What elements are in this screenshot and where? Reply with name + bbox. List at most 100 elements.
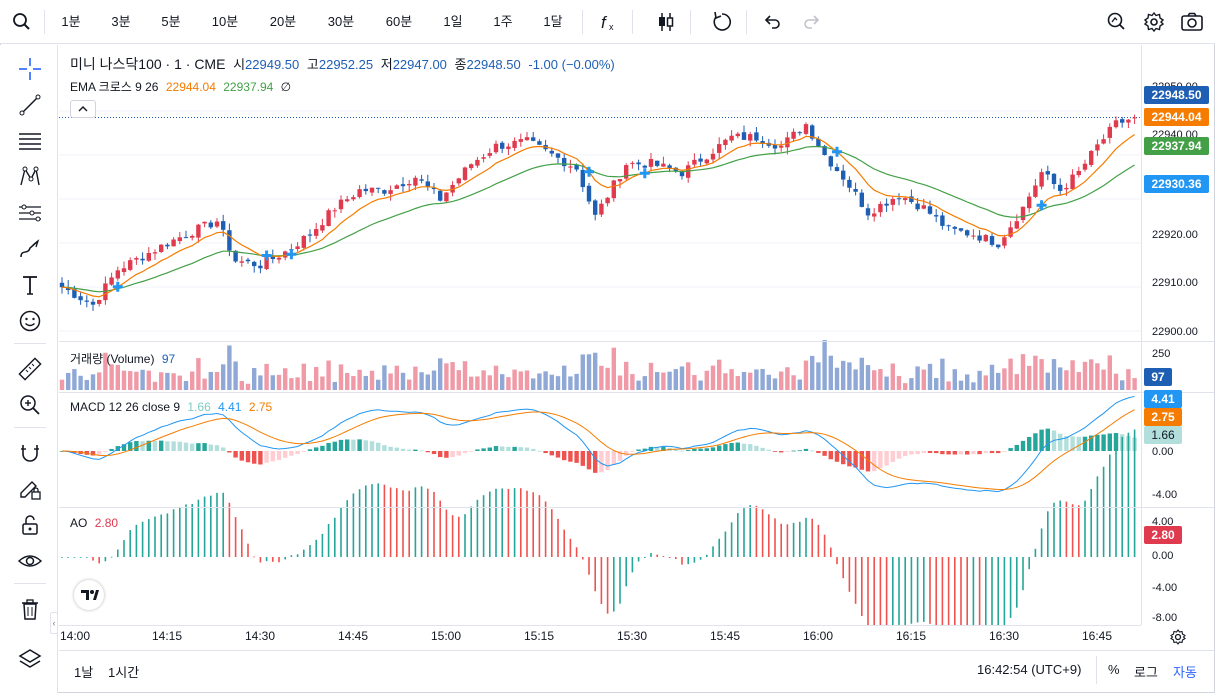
crosshair-icon[interactable] bbox=[16, 55, 44, 83]
ao-bar bbox=[402, 490, 404, 557]
interval-5m[interactable]: 5분 bbox=[161, 14, 181, 29]
macd-histogram-bar bbox=[227, 451, 232, 453]
ao-bar bbox=[371, 484, 373, 557]
interval-30m[interactable]: 30분 bbox=[327, 14, 355, 29]
text-icon[interactable] bbox=[16, 271, 44, 299]
tradingview-logo[interactable] bbox=[74, 580, 104, 610]
draw-lock-icon[interactable] bbox=[16, 475, 44, 503]
pattern-icon[interactable] bbox=[16, 163, 44, 191]
macd-histogram-bar bbox=[128, 442, 133, 451]
macd-histogram-bar bbox=[1020, 440, 1026, 451]
candle-body bbox=[958, 228, 964, 231]
range-1h[interactable]: 1시간 bbox=[108, 665, 140, 680]
volume-legend[interactable]: 거래량 (Volume) 97 bbox=[70, 350, 179, 367]
volume-bar bbox=[72, 369, 77, 390]
search-icon[interactable] bbox=[8, 8, 36, 36]
magnet-icon[interactable] bbox=[16, 439, 44, 467]
candle-body bbox=[301, 235, 306, 248]
interval-20m[interactable]: 20분 bbox=[269, 14, 297, 29]
volume-bar bbox=[748, 372, 753, 390]
candle-body bbox=[580, 169, 585, 188]
trend-line-icon[interactable] bbox=[16, 91, 44, 119]
zoom-in-icon[interactable] bbox=[16, 391, 44, 419]
ao-legend[interactable]: AO 2.80 bbox=[70, 516, 122, 530]
macd-histogram-bar bbox=[97, 451, 102, 455]
candle-body bbox=[847, 179, 852, 188]
ruler-icon[interactable] bbox=[16, 355, 44, 383]
interval-1w[interactable]: 1주 bbox=[493, 14, 513, 29]
interval-1m[interactable]: 1분 bbox=[61, 14, 81, 29]
candle-body bbox=[1002, 237, 1007, 246]
chart-canvas[interactable] bbox=[59, 45, 1141, 647]
volume-bar bbox=[363, 375, 368, 390]
volume-bar bbox=[97, 372, 102, 390]
ao-bar bbox=[433, 491, 435, 557]
emoji-icon[interactable] bbox=[16, 307, 44, 335]
candle-body bbox=[382, 190, 387, 194]
toolbar-collapse-handle[interactable]: ‹ bbox=[50, 612, 58, 634]
ao-bar bbox=[1028, 557, 1030, 570]
macd-histogram-bar bbox=[1008, 448, 1013, 451]
auto-toggle[interactable]: 자동 bbox=[1173, 665, 1197, 680]
clock[interactable]: 16:42:54 (UTC+9) bbox=[977, 662, 1082, 677]
percent-toggle[interactable]: % bbox=[1108, 662, 1120, 677]
macd-histogram-bar bbox=[221, 447, 226, 451]
interval-3m[interactable]: 3분 bbox=[111, 14, 131, 29]
symbol-name[interactable]: 미니 나스닥100 · 1 · CME bbox=[70, 56, 226, 72]
brush-icon[interactable] bbox=[16, 235, 44, 263]
projection-icon[interactable] bbox=[16, 199, 44, 227]
range-1d[interactable]: 1날 bbox=[74, 665, 94, 680]
redo-icon bbox=[804, 15, 820, 29]
replay-icon[interactable] bbox=[708, 8, 736, 36]
volume-bar bbox=[357, 369, 362, 390]
interval-10m[interactable]: 10분 bbox=[211, 14, 239, 29]
price-axis[interactable] bbox=[1141, 45, 1213, 625]
price-tick: 22910.00 bbox=[1152, 277, 1198, 289]
macd-histogram-bar bbox=[462, 451, 468, 453]
candle-body bbox=[884, 203, 889, 206]
ao-bar bbox=[637, 557, 640, 562]
macd-histogram-bar bbox=[686, 450, 691, 451]
eye-icon[interactable] bbox=[16, 547, 44, 575]
pane-separator[interactable] bbox=[59, 392, 1214, 393]
candle-body bbox=[723, 139, 728, 146]
macd-histogram-bar bbox=[568, 451, 573, 462]
interval-60m[interactable]: 60분 bbox=[385, 14, 413, 29]
macd-histogram-bar bbox=[276, 451, 282, 461]
lock-icon[interactable] bbox=[16, 511, 44, 539]
macd-histogram-bar bbox=[320, 445, 325, 451]
candle-body bbox=[431, 187, 437, 190]
magnify-icon[interactable] bbox=[1102, 8, 1130, 36]
cursor-price-badge: 22930.36 bbox=[1144, 175, 1209, 193]
ao-bar bbox=[668, 557, 671, 558]
macd-histogram-bar bbox=[909, 451, 914, 455]
fib-retracement-icon[interactable] bbox=[16, 127, 44, 155]
time-axis[interactable] bbox=[59, 625, 1141, 649]
settings-icon[interactable] bbox=[1140, 8, 1168, 36]
collapse-legend-button[interactable] bbox=[70, 100, 96, 118]
undo-icon[interactable] bbox=[758, 8, 786, 36]
trash-icon[interactable] bbox=[16, 595, 44, 623]
log-toggle[interactable]: 로그 bbox=[1134, 665, 1158, 680]
macd-legend[interactable]: MACD 12 26 close 9 1.66 4.41 2.75 bbox=[70, 400, 276, 414]
ao-bar bbox=[265, 557, 268, 562]
interval-1d[interactable]: 1일 bbox=[443, 14, 463, 29]
pane-separator[interactable] bbox=[59, 507, 1214, 508]
volume-bar bbox=[1089, 359, 1094, 390]
volume-bar bbox=[803, 360, 809, 390]
ao-bar bbox=[613, 557, 615, 612]
chart-svg[interactable] bbox=[59, 45, 1141, 647]
volume-bar bbox=[543, 371, 548, 390]
candle-body bbox=[326, 210, 331, 226]
axis-settings-icon[interactable] bbox=[1168, 627, 1188, 647]
camera-icon[interactable] bbox=[1178, 8, 1206, 36]
ema-legend[interactable]: EMA 크로스 9 26 22944.04 22937.94 ∅ bbox=[70, 78, 295, 95]
candle-body bbox=[1027, 196, 1032, 209]
chart-type-icon[interactable] bbox=[652, 8, 680, 36]
interval-1mo[interactable]: 1달 bbox=[543, 14, 563, 29]
pane-separator[interactable] bbox=[59, 341, 1214, 342]
volume-bar bbox=[1027, 365, 1032, 390]
layers-icon[interactable] bbox=[16, 645, 44, 673]
volume-bar bbox=[1126, 369, 1131, 390]
